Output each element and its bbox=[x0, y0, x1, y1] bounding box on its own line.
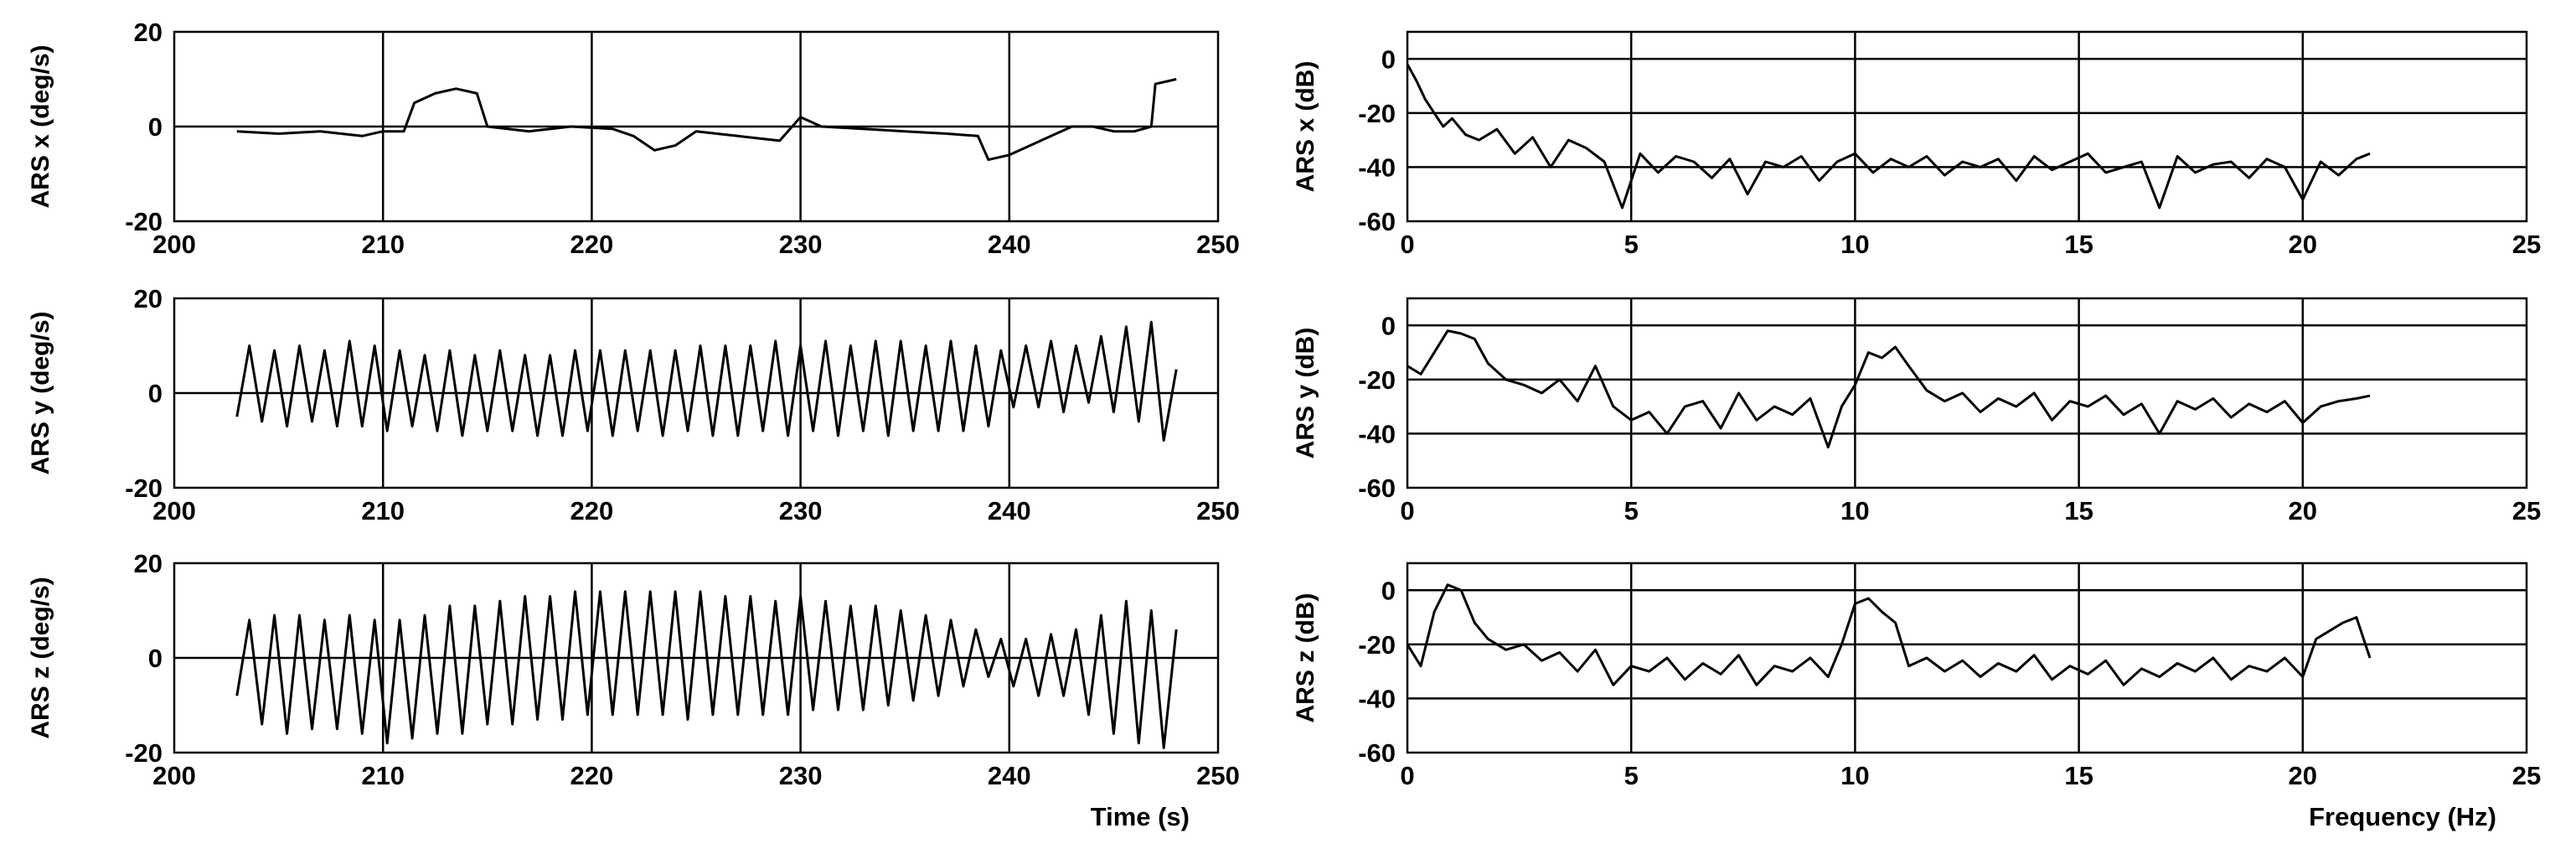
plot-frame bbox=[1406, 297, 2528, 489]
x-tick-label: 0 bbox=[1400, 761, 1414, 790]
x-tick-label: 200 bbox=[152, 496, 196, 525]
y-axis-label: ARS y (deg/s) bbox=[27, 311, 54, 474]
time-axis-label: Time (s) bbox=[1091, 802, 1190, 831]
x-tick-label: 220 bbox=[570, 230, 614, 259]
x-tick-label: 240 bbox=[988, 230, 1031, 259]
series-line bbox=[235, 590, 1178, 749]
x-tick-label: 250 bbox=[1196, 230, 1240, 259]
x-tick-label: 240 bbox=[988, 496, 1031, 525]
x-tick-label: 25 bbox=[2512, 761, 2541, 790]
x-tick-label: 250 bbox=[1196, 761, 1240, 790]
panel-ars-y-time: 200 210 220 230 240 250 -20 0 20 ARS y (deg/s) bbox=[27, 284, 1240, 525]
x-tick-label: 10 bbox=[1840, 761, 1869, 790]
y-tick-label: 0 bbox=[1381, 44, 1396, 74]
y-tick-label: -20 bbox=[125, 738, 163, 768]
x-tick-label: 5 bbox=[1624, 761, 1639, 790]
y-tick-label: -40 bbox=[1358, 153, 1396, 182]
x-tick-label: 15 bbox=[2064, 761, 2093, 790]
x-tick-label: 230 bbox=[779, 761, 823, 790]
x-tick-label: 5 bbox=[1624, 230, 1639, 259]
panel-ars-y-spectrum: 0 5 10 15 20 25 -60 -40 -20 0 ARS y (dB) bbox=[1292, 297, 2541, 525]
x-tick-label: 10 bbox=[1840, 496, 1869, 525]
x-tick-label: 230 bbox=[779, 230, 823, 259]
y-tick-label: -40 bbox=[1358, 684, 1396, 713]
y-tick-label: 20 bbox=[134, 549, 163, 578]
y-tick-label: 0 bbox=[148, 644, 163, 673]
series-line bbox=[236, 78, 1177, 162]
x-tick-label: 25 bbox=[2512, 496, 2541, 525]
x-tick-label: 240 bbox=[988, 761, 1031, 790]
panel-ars-z-spectrum: 0 5 10 15 20 25 -60 -40 -20 0 ARS z (dB) bbox=[1292, 562, 2541, 790]
series-line bbox=[1407, 329, 2371, 449]
x-tick-label: 220 bbox=[570, 761, 614, 790]
y-tick-label: -20 bbox=[125, 207, 163, 236]
y-tick-label: 0 bbox=[1381, 576, 1396, 605]
x-tick-label: 25 bbox=[2512, 230, 2541, 259]
x-tick-label: 15 bbox=[2064, 496, 2093, 525]
frequency-axis-label: Frequency (Hz) bbox=[2309, 802, 2496, 831]
y-tick-label: 20 bbox=[134, 18, 163, 47]
x-tick-label: 10 bbox=[1840, 230, 1869, 259]
y-axis-label: ARS x (deg/s) bbox=[27, 44, 54, 208]
plot-frame bbox=[1406, 562, 2528, 754]
y-tick-label: 0 bbox=[148, 112, 163, 142]
panel-ars-z-time: 200 210 220 230 240 250 -20 0 20 ARS z (deg/s) bbox=[27, 549, 1240, 790]
y-axis-label: ARS y (dB) bbox=[1292, 328, 1319, 459]
y-axis-label: ARS x (dB) bbox=[1292, 61, 1319, 193]
panel-ars-x-spectrum: 0 5 10 15 20 25 -60 -40 -20 0 ARS x (dB) bbox=[1292, 30, 2541, 259]
x-tick-label: 220 bbox=[570, 496, 614, 525]
x-tick-label: 20 bbox=[2289, 761, 2317, 790]
y-tick-label: 20 bbox=[134, 284, 163, 313]
y-tick-label: -20 bbox=[125, 474, 163, 503]
x-tick-label: 0 bbox=[1400, 230, 1414, 259]
x-tick-label: 200 bbox=[152, 230, 196, 259]
y-axis-label: ARS z (deg/s) bbox=[27, 577, 54, 738]
y-axis-label: ARS z (dB) bbox=[1292, 593, 1319, 723]
x-tick-label: 210 bbox=[361, 761, 405, 790]
y-tick-label: -60 bbox=[1358, 738, 1396, 768]
y-tick-label: -20 bbox=[1358, 365, 1396, 395]
y-tick-label: -60 bbox=[1358, 207, 1396, 236]
panel-ars-x-time: 200 210 220 230 240 250 -20 0 20 ARS x (deg/s) bbox=[27, 18, 1240, 259]
x-tick-label: 0 bbox=[1400, 496, 1414, 525]
series-line bbox=[1406, 583, 2372, 686]
x-tick-label: 210 bbox=[361, 230, 405, 259]
x-tick-label: 15 bbox=[2064, 230, 2093, 259]
x-tick-label: 250 bbox=[1196, 496, 1240, 525]
series-line bbox=[1406, 63, 2371, 210]
plot-frame bbox=[173, 30, 1220, 223]
y-tick-label: -40 bbox=[1358, 419, 1396, 448]
y-tick-label: 0 bbox=[1381, 311, 1396, 340]
plot-frame bbox=[173, 297, 1220, 489]
plot-frame bbox=[1406, 30, 2528, 223]
y-tick-label: -20 bbox=[1358, 630, 1396, 660]
x-tick-label: 230 bbox=[779, 496, 823, 525]
y-tick-label: 0 bbox=[148, 379, 163, 408]
plot-frame bbox=[173, 562, 1220, 754]
y-tick-label: -20 bbox=[1358, 99, 1396, 128]
x-tick-label: 20 bbox=[2289, 230, 2317, 259]
x-tick-label: 200 bbox=[152, 761, 196, 790]
y-tick-label: -60 bbox=[1358, 474, 1396, 503]
x-tick-label: 20 bbox=[2289, 496, 2317, 525]
x-tick-label: 5 bbox=[1624, 496, 1639, 525]
series-line bbox=[235, 320, 1178, 442]
x-tick-label: 210 bbox=[361, 496, 405, 525]
